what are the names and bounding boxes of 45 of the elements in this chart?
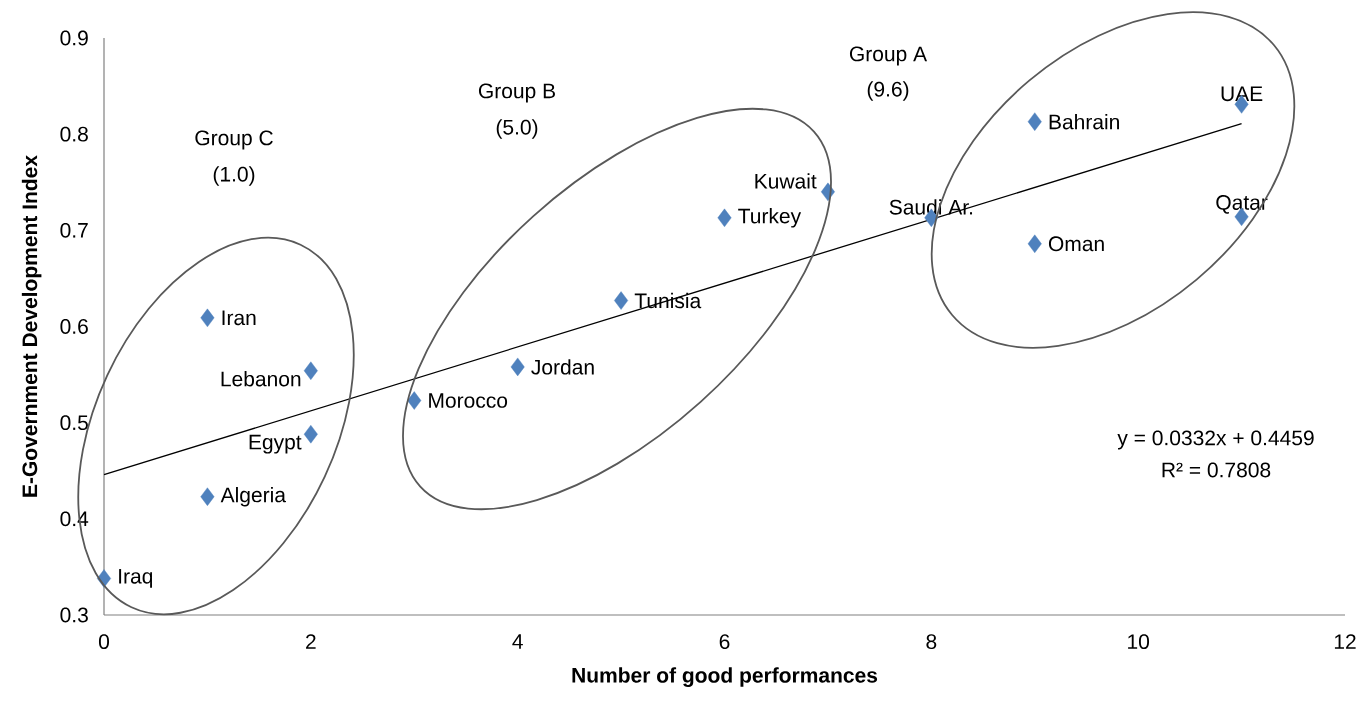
x-tick-label: 8 [926,634,937,650]
annotation: Turkey [738,208,802,228]
x-tick-label: 10 [1128,634,1150,650]
annotation: Group B [478,83,555,103]
point [510,357,525,377]
annotation: Jordan [531,359,594,375]
annotation: UAE [1221,86,1263,102]
annotation: Bahrain [1049,113,1119,130]
annotation: Oman [1048,236,1104,252]
annotation: Lebanon [221,371,301,387]
annotation: Algeria [220,486,286,507]
annotation: (5.0) [496,119,538,139]
y-tick-label: 0.5 [60,415,88,431]
point [200,487,215,506]
annotation: Iraq [119,569,153,588]
y-tick-label: 0.9 [60,30,88,46]
x-axis-title: Number of good performances [572,667,878,687]
point [1027,112,1042,131]
point [1027,234,1042,253]
annotation: (9.6) [867,81,909,101]
annotation: y = 0.0332x + 0.4459 [1117,430,1314,450]
point [303,425,318,444]
y-tick-label: 0.3 [60,607,88,623]
annotation: Iran [222,310,256,326]
point [407,391,422,410]
x-tick-label: 6 [719,634,730,650]
point [614,291,629,310]
x-tick-label: 4 [512,634,523,649]
point [303,361,318,380]
x-tick-label: 12 [1334,634,1356,649]
annotation: Egypt [249,434,302,454]
point [717,208,732,228]
point [200,308,215,328]
annotation: Kuwait [755,173,817,189]
annotation: Morocco [429,393,508,408]
annotation: (1.0) [213,166,255,186]
x-tick-label: 2 [306,634,316,649]
y-tick-label: 0.7 [60,222,88,238]
y-tick-label: 0.6 [60,319,88,334]
y-tick-label: 0.8 [60,126,88,142]
y-axis-title: E-Government Development Index [21,155,42,497]
x-tick-label: 0 [98,634,110,650]
annotation: R² = 0.7808 [1162,462,1271,478]
annotation: Group A [849,46,928,66]
annotation: Group C [195,130,273,150]
